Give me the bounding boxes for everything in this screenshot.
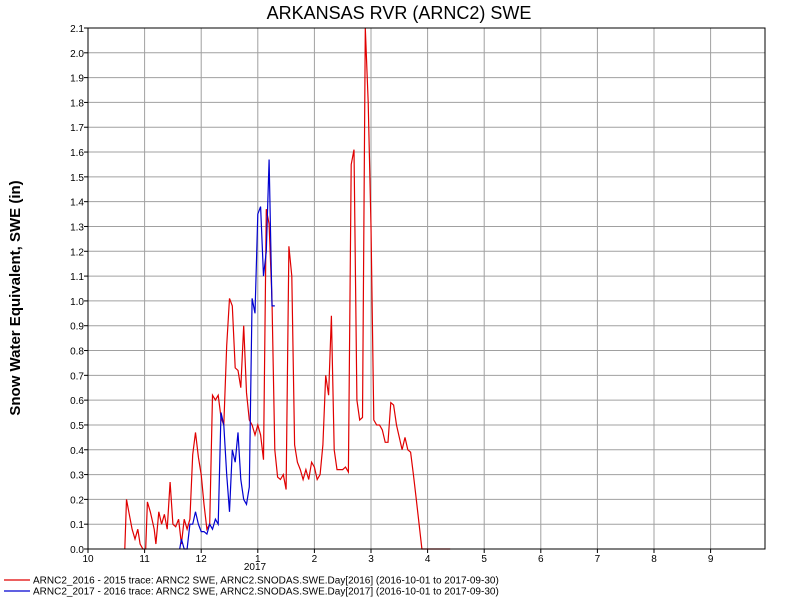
y-tick-label: 0.3 <box>70 471 84 482</box>
y-tick-label: 2.0 <box>70 49 84 60</box>
plot-frame <box>87 27 766 550</box>
y-tick-label: 2.1 <box>70 24 84 35</box>
legend: ARNC2_2016 - 2015 trace: ARNC2 SWE, ARNC… <box>4 576 499 598</box>
y-tick-label: 1.1 <box>70 272 84 283</box>
series-layer <box>124 27 451 550</box>
y-tick-label: 1.5 <box>70 173 84 184</box>
legend-label-2: ARNC2_2017 - 2016 trace: ARNC2 SWE, ARNC… <box>33 587 499 598</box>
x-axis-ticks: 10 11 12 1 2 3 4 5 6 7 8 9 <box>82 549 714 565</box>
x-tick-label: 1 <box>255 554 261 565</box>
y-tick-label: 1.6 <box>70 148 84 159</box>
y-axis-ticks: 0.0 0.1 0.2 0.3 0.4 0.5 0.6 0.7 0.8 0.9 1.0 1.1 1.2 1… <box>70 24 88 556</box>
y-tick-label: 0.7 <box>70 371 84 382</box>
y-tick-label: 0.6 <box>70 396 84 407</box>
y-tick-label: 0.1 <box>70 520 84 531</box>
y-tick-label: 1.4 <box>70 198 84 209</box>
y-tick-label: 1.0 <box>70 297 84 308</box>
y-tick-label: 0.2 <box>70 495 84 506</box>
y-tick-label: 0.5 <box>70 421 84 432</box>
y-axis-label: Snow Water Equivalent, SWE (in) <box>7 180 24 415</box>
y-tick-label: 0.0 <box>70 545 84 556</box>
x-tick-label: 11 <box>139 554 150 565</box>
x-tick-label: 10 <box>82 554 94 565</box>
y-tick-label: 1.7 <box>70 123 84 134</box>
x-tick-label: 7 <box>595 554 601 565</box>
legend-label-1: ARNC2_2016 - 2015 trace: ARNC2 SWE, ARNC… <box>33 576 499 587</box>
x-axis-year-label: 2017 <box>244 562 267 573</box>
y-tick-label: 1.9 <box>70 74 84 85</box>
series-line-1 <box>124 27 451 550</box>
y-tick-label: 1.3 <box>70 222 84 233</box>
y-tick-label: 0.8 <box>70 347 84 358</box>
x-tick-label: 3 <box>368 554 374 565</box>
grid <box>88 28 765 549</box>
chart-title: ARKANSAS RVR (ARNC2) SWE <box>267 3 532 23</box>
x-tick-label: 4 <box>425 554 431 565</box>
x-tick-label: 8 <box>651 554 657 565</box>
series-line-2 <box>179 159 275 550</box>
y-tick-label: 0.9 <box>70 322 84 333</box>
x-tick-label: 6 <box>538 554 544 565</box>
x-tick-label: 9 <box>708 554 714 565</box>
y-tick-label: 1.2 <box>70 247 84 258</box>
y-tick-label: 1.8 <box>70 98 84 109</box>
x-tick-label: 5 <box>481 554 487 565</box>
x-tick-label: 12 <box>196 554 208 565</box>
y-tick-label: 0.4 <box>70 446 84 457</box>
x-tick-label: 2 <box>312 554 318 565</box>
